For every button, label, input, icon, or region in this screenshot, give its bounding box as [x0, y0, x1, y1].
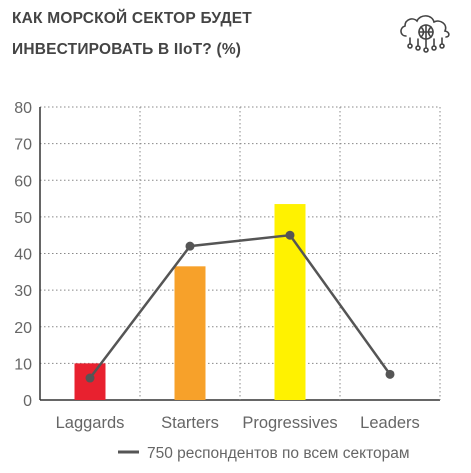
y-tick-label: 70	[14, 137, 32, 154]
legend-label: 750 респондентов по всем секторам	[147, 445, 410, 462]
y-tick-label: 30	[14, 283, 32, 300]
bar	[174, 266, 206, 400]
line-point	[185, 241, 195, 251]
chart-title-line-1: КАК МОРСКОЙ СЕКТОР БУДЕТ	[12, 10, 252, 27]
y-tick-label: 40	[14, 247, 32, 264]
line-point	[285, 230, 295, 240]
line-series	[89, 233, 392, 379]
y-tick-label: 0	[23, 393, 32, 410]
y-tick-label: 10	[14, 356, 32, 373]
y-tick-label: 80	[14, 100, 32, 117]
y-tick-label: 50	[14, 210, 32, 227]
line-point	[385, 369, 395, 379]
cloud-network-icon	[400, 15, 450, 53]
chart-title-line-2: ИНВЕСТИРОВАТЬ В IIoT? (%)	[12, 41, 242, 58]
x-category-label: Starters	[161, 414, 219, 432]
x-category-label: Progressives	[242, 414, 337, 432]
y-tick-label: 20	[14, 320, 32, 337]
x-category-label: Laggards	[56, 414, 125, 432]
y-tick-label: 60	[14, 173, 32, 190]
line-point	[85, 373, 95, 383]
x-category-label: Leaders	[360, 414, 420, 432]
